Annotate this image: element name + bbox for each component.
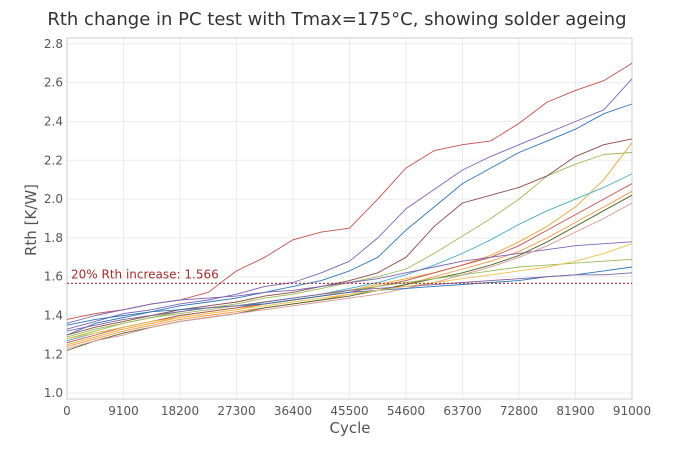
series-line-16 — [66, 243, 633, 340]
series-line-12 — [66, 202, 633, 349]
x-tick-label: 72800 — [500, 404, 538, 418]
x-axis-ticks: 0 9100 18200 27300 36400 45500 54600 63700 72800… — [63, 404, 651, 418]
series-line-13 — [66, 266, 633, 326]
x-tick-label: 9100 — [108, 404, 139, 418]
reference-line-label: 20% Rth increase: 1.566 — [71, 267, 219, 281]
chart-title: Rth change in PC test with Tmax=175°C, s… — [47, 9, 626, 30]
series-line-2 — [66, 78, 633, 330]
y-tick-label: 1.0 — [44, 386, 63, 400]
plot-area-border — [66, 37, 633, 400]
series-lines — [66, 62, 633, 351]
x-tick-label: 36400 — [274, 404, 312, 418]
x-tick-label: 63700 — [443, 404, 481, 418]
x-tick-label: 0 — [63, 404, 71, 418]
y-tick-label: 2.6 — [44, 76, 63, 90]
series-line-10 — [66, 241, 633, 324]
y-tick-label: 2.2 — [44, 153, 63, 167]
y-tick-label: 1.8 — [44, 231, 63, 245]
y-tick-label: 1.2 — [44, 347, 63, 361]
series-line-15 — [66, 272, 633, 332]
y-axis-ticks: 1.0 1.2 1.4 1.6 1.8 2.0 2.2 2.4 2.6 2.8 — [44, 37, 63, 400]
x-tick-label: 45500 — [330, 404, 368, 418]
x-tick-label: 91000 — [613, 404, 651, 418]
series-line-5 — [66, 138, 633, 336]
y-axis-title: Rth [K/W] — [22, 184, 40, 256]
y-tick-label: 1.4 — [44, 309, 63, 323]
x-tick-label: 27300 — [217, 404, 255, 418]
x-tick-label: 81900 — [556, 404, 594, 418]
x-tick-label: 18200 — [161, 404, 199, 418]
y-tick-label: 1.6 — [44, 270, 63, 284]
x-axis-title: Cycle — [330, 419, 371, 437]
x-tick-label: 54600 — [387, 404, 425, 418]
y-tick-label: 2.4 — [44, 114, 63, 128]
y-tick-label: 2.8 — [44, 37, 63, 51]
series-line-3 — [66, 103, 633, 336]
y-tick-label: 2.0 — [44, 192, 63, 206]
